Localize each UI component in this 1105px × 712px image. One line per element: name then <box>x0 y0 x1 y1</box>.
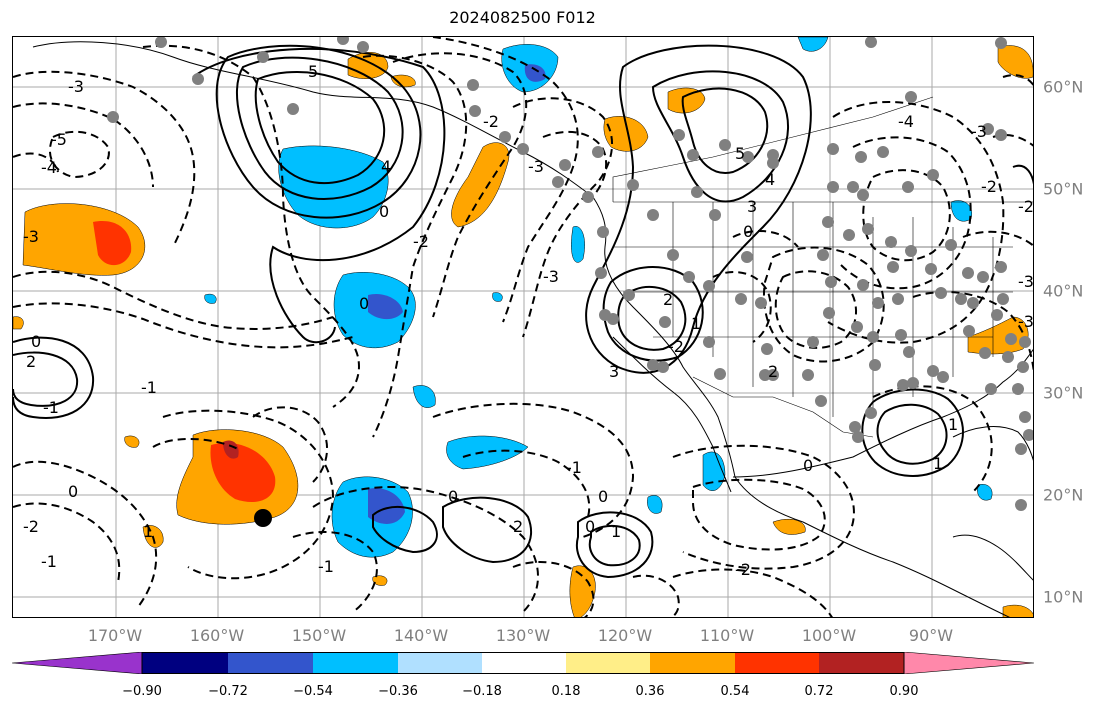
contour-label: 1 <box>691 314 701 333</box>
contour-label: 3 <box>747 197 757 216</box>
colorbar-tick-label: 0.54 <box>720 684 750 699</box>
lat-label: 60°N <box>1043 77 1084 97</box>
contour-label: 0 <box>31 332 41 351</box>
lat-label: 20°N <box>1043 485 1084 505</box>
lon-label: 130°W <box>495 626 551 645</box>
contour-label: -1 <box>41 552 57 571</box>
contour-label: 0 <box>585 517 595 536</box>
contour-label: 4 <box>381 157 391 176</box>
contour-label: -2 <box>23 517 39 536</box>
colorbar-tick-label: 0.36 <box>635 684 665 699</box>
contour-label: -2 <box>1018 197 1034 216</box>
contour-label: -3 <box>68 77 84 96</box>
contour-label: 0 <box>448 487 458 506</box>
contour-label: -2 <box>413 232 429 251</box>
contour-label: -5 <box>51 130 67 149</box>
contour-label: 2 <box>768 362 778 381</box>
contour-label: -3 <box>528 157 544 176</box>
map-canvas: -3 -5 -4 -3 5 4 0 -2 -2 -3 5 4 3 0 -2 -3… <box>13 37 1034 617</box>
contour-label: 1 <box>611 522 621 541</box>
colorbar-segment <box>819 652 904 674</box>
contour-label: -3 <box>543 267 559 286</box>
contour-label: -2 <box>483 112 499 131</box>
colorbar-segment-extend-low <box>12 652 143 674</box>
contour-label-group: -3 -5 -4 -3 5 4 0 -2 -2 -3 5 4 3 0 -2 -3… <box>23 62 1034 579</box>
contour-label: 0 <box>598 487 608 506</box>
lon-label: 120°W <box>597 626 653 645</box>
contour-label: 2 <box>26 352 36 371</box>
positive-shading <box>13 45 1033 617</box>
colorbar-segment <box>650 652 735 674</box>
colorbar-tick-label: −0.54 <box>293 684 333 699</box>
lon-label: 100°W <box>801 626 857 645</box>
colorbar-tick-label: −0.72 <box>208 684 248 699</box>
contour-label: 4 <box>765 170 775 189</box>
contour-label: 1 <box>948 415 958 434</box>
lon-label: 140°W <box>393 626 449 645</box>
contour-label: 2 <box>663 290 673 309</box>
lat-label: 50°N <box>1043 179 1084 199</box>
contour-label: -2 <box>735 560 751 579</box>
contour-label: -3 <box>1018 312 1034 331</box>
colorbar-tick-label: 0.18 <box>551 684 581 699</box>
negative-contours <box>13 37 1033 617</box>
political-borders <box>612 96 1033 438</box>
contour-label: 0 <box>743 222 753 241</box>
lon-label: 110°W <box>699 626 755 645</box>
map-panel[interactable]: -3 -5 -4 -3 5 4 0 -2 -2 -3 5 4 3 0 -2 -3… <box>12 36 1034 618</box>
colorbar-segment <box>735 652 819 674</box>
negative-shading <box>204 37 993 558</box>
colorbar-segment <box>228 652 313 674</box>
colorbar <box>12 652 1034 674</box>
coastlines <box>32 41 1033 617</box>
contour-label: 0 <box>68 482 78 501</box>
contour-label: 5 <box>308 62 318 81</box>
contour-label: 5 <box>735 144 745 163</box>
lon-label: 90°W <box>908 626 954 645</box>
positive-contours <box>13 44 1033 579</box>
contour-label: -1 <box>566 458 582 477</box>
lon-label: 160°W <box>189 626 245 645</box>
lon-label: 150°W <box>291 626 347 645</box>
colorbar-tick-label: −0.36 <box>378 684 418 699</box>
contour-label: 0 <box>359 294 369 313</box>
contour-label: 0 <box>803 456 813 475</box>
contour-label: 2 <box>513 517 523 536</box>
colorbar-segment <box>313 652 398 674</box>
colorbar-tick-label: 0.90 <box>889 684 919 699</box>
contour-label: -3 <box>971 122 987 141</box>
contour-label: -3 <box>1018 272 1034 291</box>
contour-label: 1 <box>933 454 943 473</box>
station-markers <box>107 37 1033 511</box>
contour-label: -4 <box>41 158 57 177</box>
lat-label: 30°N <box>1043 383 1084 403</box>
colorbar-segment <box>142 652 228 674</box>
contour-label: -1 <box>43 398 59 417</box>
contour-label: 3 <box>609 362 619 381</box>
lat-label: 10°N <box>1043 587 1084 607</box>
colorbar-segment <box>482 652 566 674</box>
map-title: 2024082500 F012 <box>449 8 596 27</box>
colorbar-tick-label: 0.72 <box>804 684 834 699</box>
contour-label: -3 <box>23 227 39 246</box>
colorbar-segment <box>566 652 650 674</box>
contour-label: -4 <box>898 112 914 131</box>
colorbar-segment-extend-high <box>903 652 1034 674</box>
storm-center-marker <box>254 509 272 527</box>
contour-label: 0 <box>379 202 389 221</box>
contour-label: -2 <box>981 177 997 196</box>
colorbar-segment <box>398 652 482 674</box>
colorbar-tick-label: −0.18 <box>462 684 502 699</box>
colorbar-tick-label: −0.90 <box>122 684 162 699</box>
lon-label: 170°W <box>87 626 143 645</box>
contour-label: -1 <box>318 557 334 576</box>
contour-label: -2 <box>668 337 684 356</box>
contour-label: 1 <box>143 522 153 541</box>
lat-label: 40°N <box>1043 281 1084 301</box>
contour-label: -1 <box>141 378 157 397</box>
